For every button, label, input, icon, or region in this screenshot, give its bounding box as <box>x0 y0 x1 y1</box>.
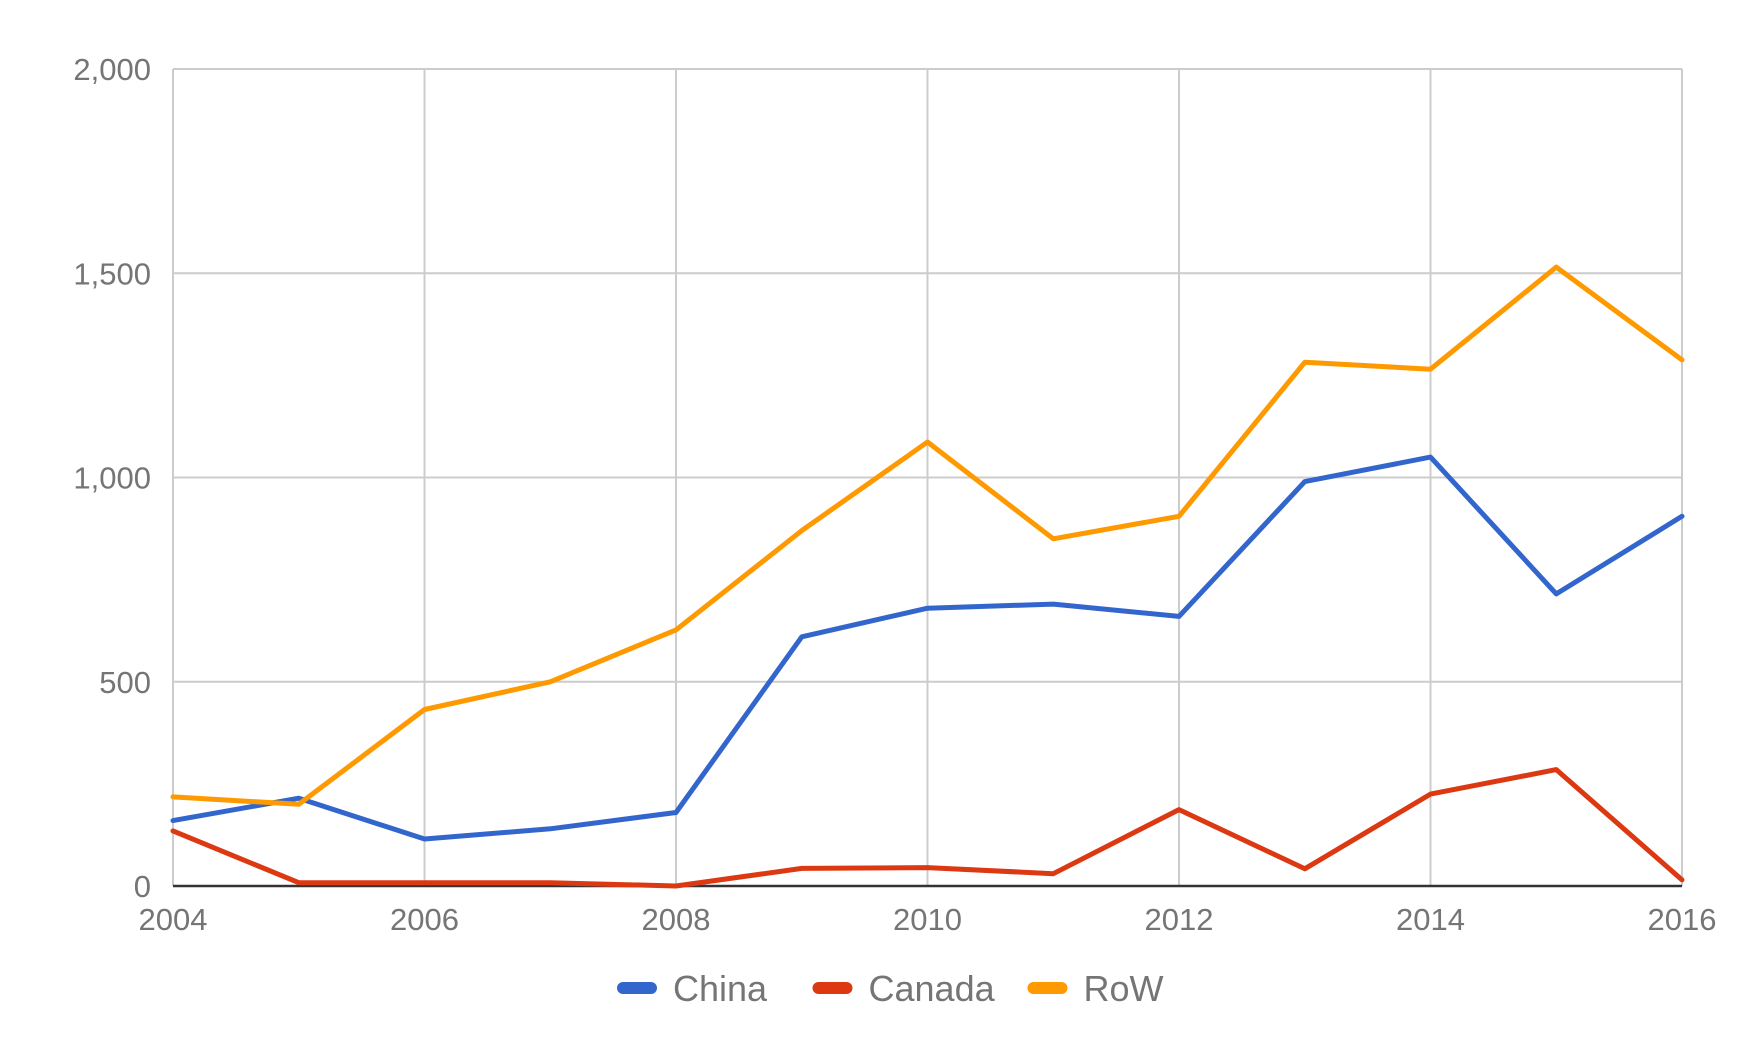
y-tick-label: 2,000 <box>73 52 151 87</box>
legend: China Canada RoW <box>617 968 1164 1009</box>
y-tick-label: 1,000 <box>73 461 151 496</box>
x-tick-label: 2008 <box>642 902 711 937</box>
x-tick-label: 2006 <box>390 902 459 937</box>
y-tick-label: 500 <box>99 665 151 700</box>
legend-label: RoW <box>1084 968 1164 1009</box>
x-tick-label: 2016 <box>1648 902 1717 937</box>
grid <box>172 68 1683 886</box>
legend-item-canada: Canada <box>812 968 996 1009</box>
tick-labels: 0 500 1,000 1,500 2,000 2004 2006 2008 2010 2012 2… <box>73 52 1716 937</box>
x-tick-label: 2012 <box>1145 902 1214 937</box>
legend-item-row: RoW <box>1027 968 1164 1009</box>
series-line-row <box>170 264 1685 807</box>
y-tick-label: 0 <box>134 869 151 904</box>
legend-label: Canada <box>869 968 996 1009</box>
series-line-china <box>170 454 1685 842</box>
x-tick-label: 2010 <box>893 902 962 937</box>
y-tick-label: 1,500 <box>73 256 151 291</box>
x-tick-label: 2004 <box>139 902 208 937</box>
series-lines <box>170 264 1685 889</box>
series-line-canada <box>170 767 1685 889</box>
legend-item-china: China <box>617 968 768 1009</box>
x-tick-label: 2014 <box>1396 902 1465 937</box>
legend-label: China <box>673 968 768 1009</box>
